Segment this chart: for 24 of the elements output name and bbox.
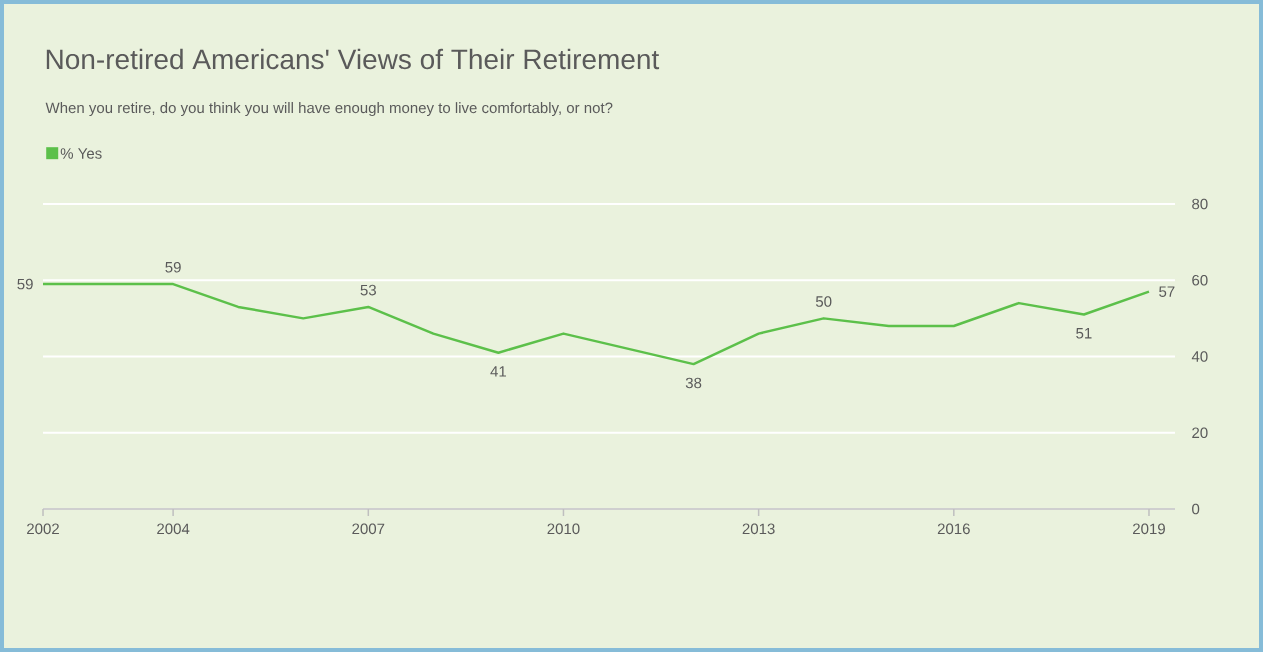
x-tick-label: 2007 [352,523,385,535]
x-tick-label: 2004 [157,523,190,535]
data-label: 59 [165,261,181,273]
data-label: 59 [17,278,33,290]
line-series [41,282,1151,366]
data-label: 50 [815,296,832,307]
x-tick-label: 2013 [742,523,775,535]
y-tick-label: 0 [1192,503,1200,515]
x-tick-label: 2002 [27,523,59,535]
y-tick-label: 60 [1192,274,1208,286]
legend-label: % Yes [60,148,102,159]
x-tick-label: 2016 [937,523,970,535]
y-tick-label: 80 [1192,198,1208,210]
y-tick-label: 40 [1191,351,1208,362]
chart-subtitle: When you retire, do you think you will have enough money to live comfortably, or not? [45,102,613,117]
data-label: 53 [360,284,376,296]
data-label: 51 [1076,328,1092,339]
data-label: 57 [1159,286,1175,297]
chart-title: Non-retired Americans' Views of Their Retirement [46,48,660,70]
y-tick-label: 20 [1192,427,1208,439]
data-label: 41 [490,366,507,377]
x-tick-label: 2019 [1133,523,1165,535]
x-tick-label: 2010 [547,523,580,535]
data-label: 38 [685,377,702,389]
